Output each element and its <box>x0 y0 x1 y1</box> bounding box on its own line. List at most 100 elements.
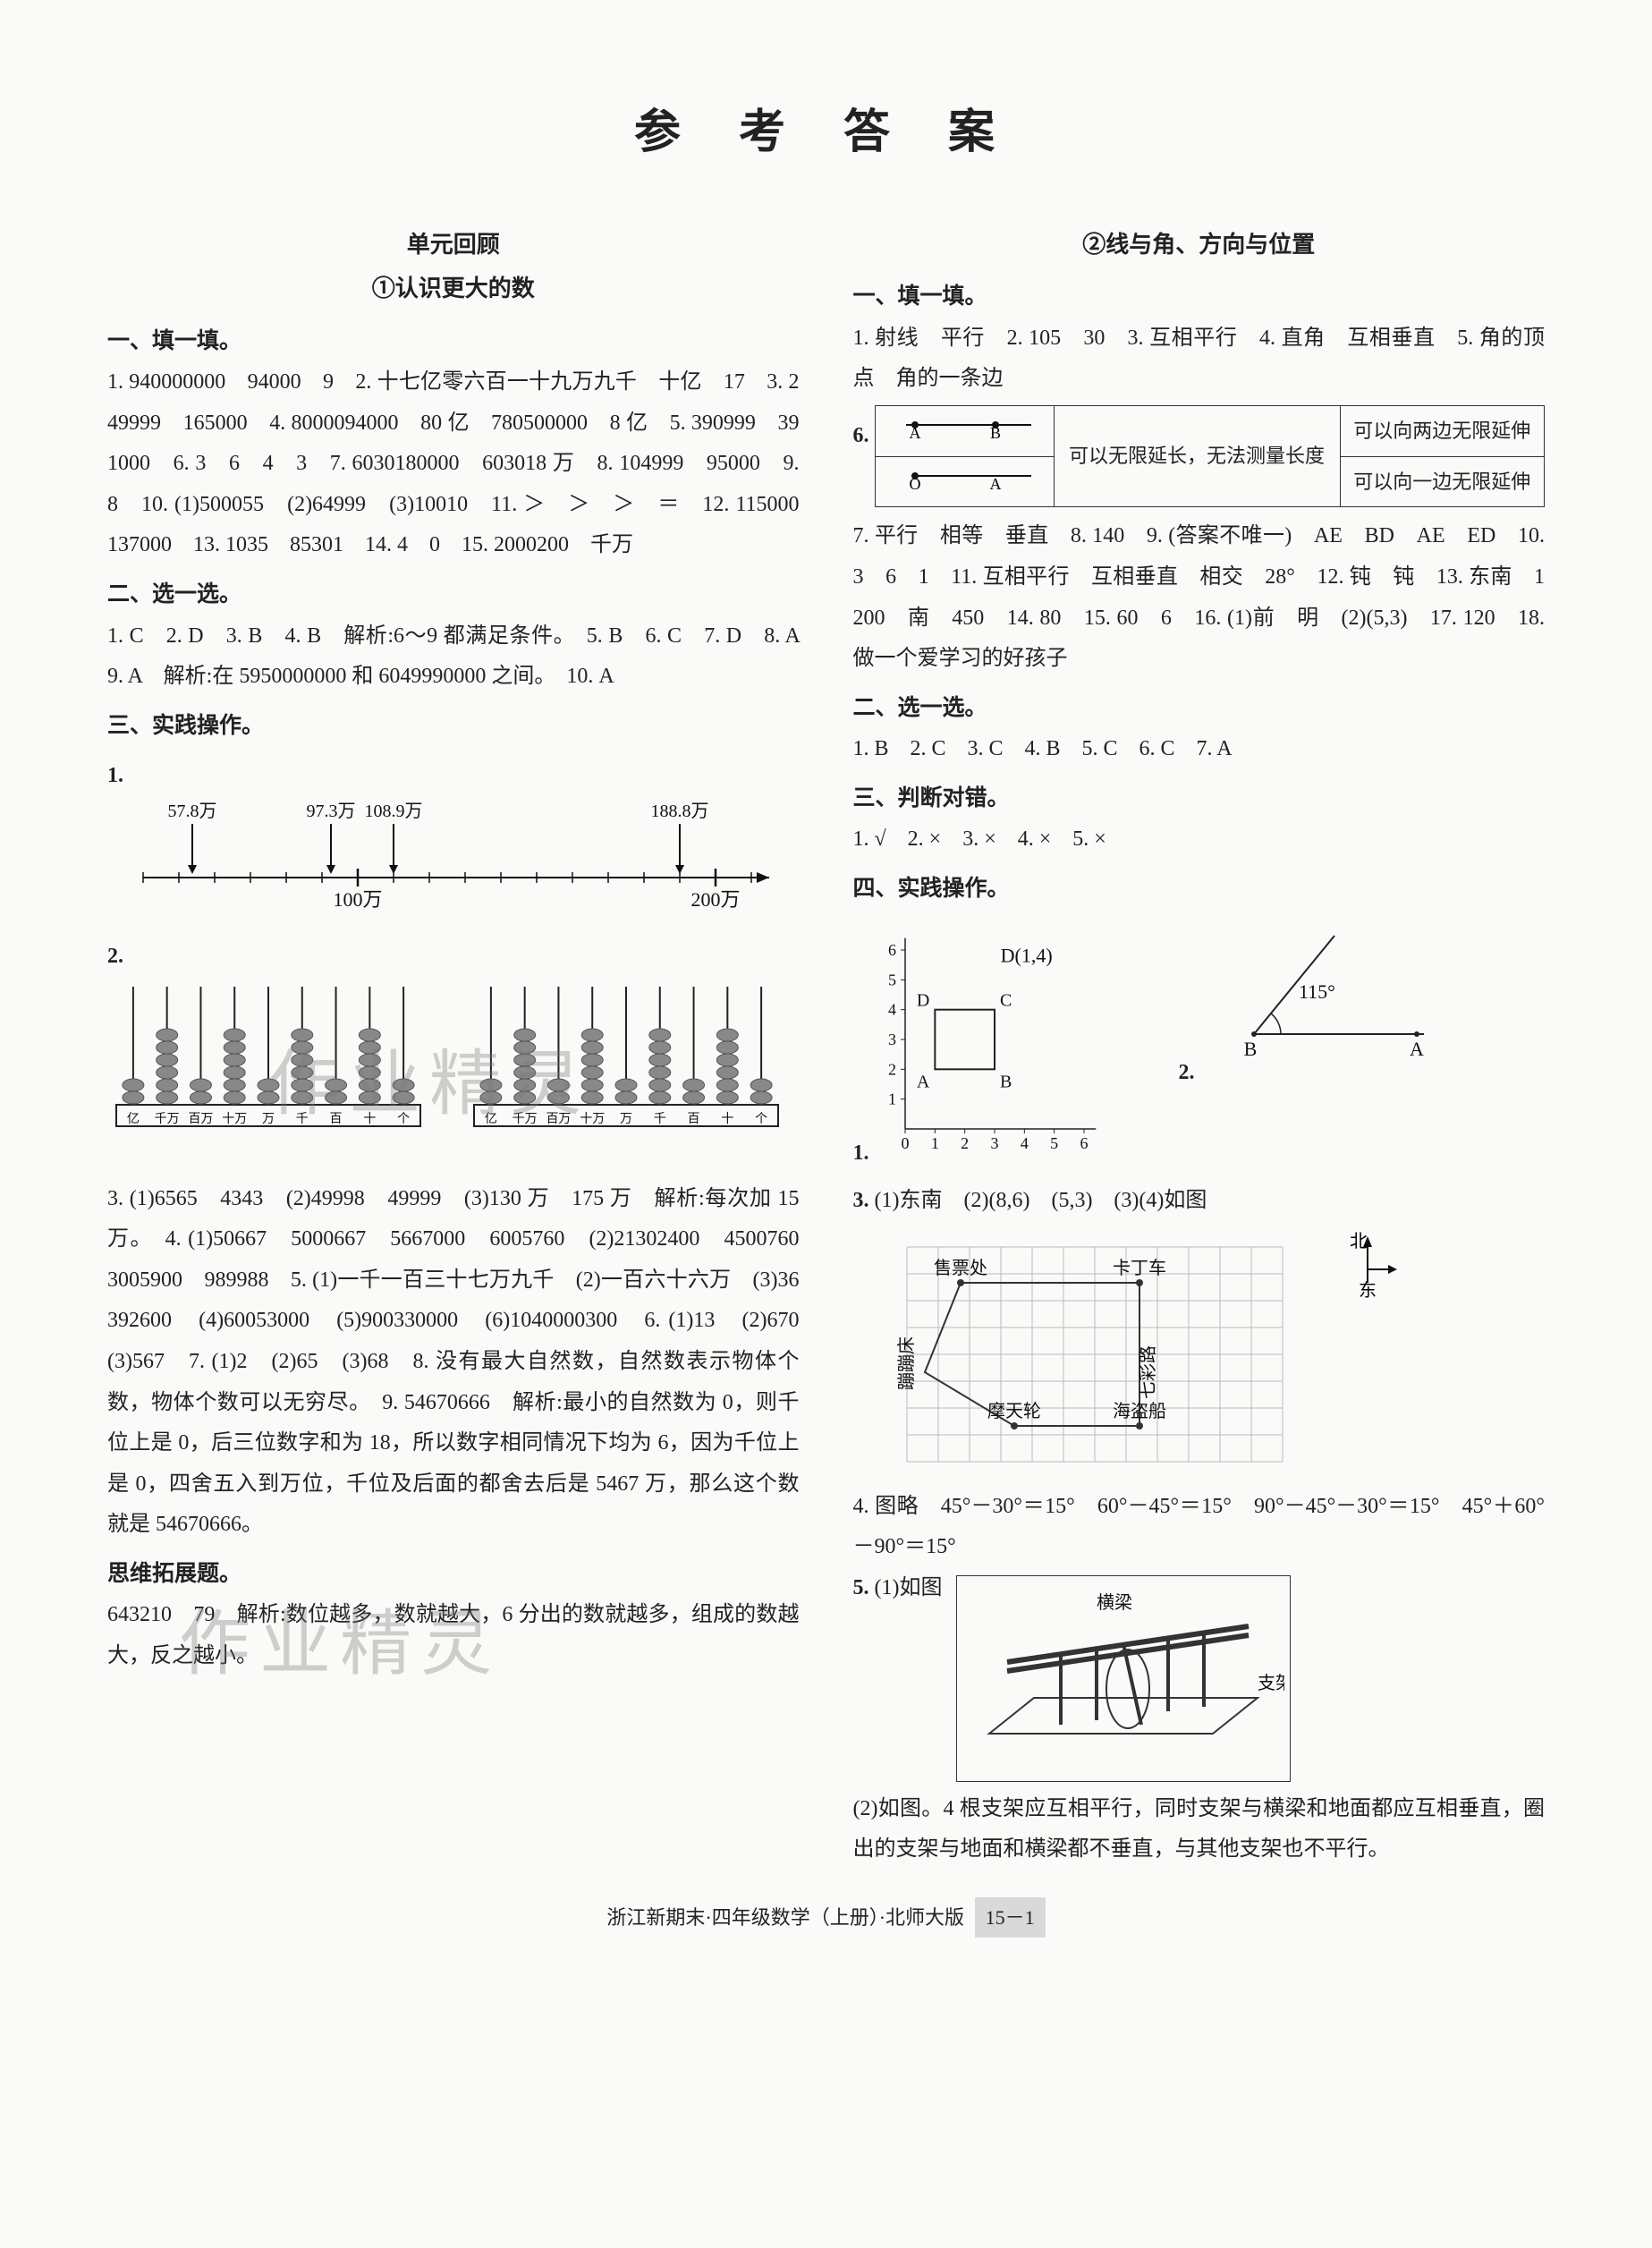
svg-text:售票处: 售票处 <box>934 1258 987 1278</box>
q6-r1-right: 可以向两边无限延伸 <box>1340 405 1544 456</box>
svg-text:北: 北 <box>1350 1231 1368 1251</box>
svg-text:188.8万: 188.8万 <box>651 802 709 821</box>
right-q4-body: 4. 图略 45°－30°＝15° 60°－45°＝15° 90°－45°－30… <box>853 1487 1546 1568</box>
angle-svg: 115° B A <box>1200 918 1433 1079</box>
svg-text:东: 东 <box>1359 1280 1377 1301</box>
svg-text:横梁: 横梁 <box>1097 1592 1132 1613</box>
svg-text:千: 千 <box>654 1112 666 1126</box>
svg-text:57.8万: 57.8万 <box>168 802 217 821</box>
right-q3-line: 3. (1)东南 (2)(8,6) (5,3) (3)(4)如图 <box>853 1181 1546 1222</box>
svg-text:个: 个 <box>397 1112 410 1126</box>
svg-text:B: B <box>1243 1038 1257 1060</box>
svg-text:A: A <box>916 1072 929 1091</box>
left-sect1-body: 1. 940000000 94000 9 2. 十七亿零六百一十九万九千 十亿 … <box>107 362 800 566</box>
q6-table: A B 可以无限延长，无法测量长度 可以向两边无限延伸 O A <box>875 405 1546 508</box>
svg-text:B: B <box>1000 1072 1012 1091</box>
q6-label: 6. <box>853 400 875 457</box>
svg-text:万: 万 <box>262 1113 275 1126</box>
right-sect2-title: 二、选一选。 <box>853 687 1546 730</box>
svg-text:亿: 亿 <box>127 1112 140 1126</box>
svg-text:百: 百 <box>330 1112 343 1126</box>
angle-figure: 2. 115° B A <box>1179 918 1433 1094</box>
svg-text:千: 千 <box>296 1112 309 1126</box>
svg-text:支架: 支架 <box>1258 1673 1284 1693</box>
svg-text:十: 十 <box>363 1112 376 1126</box>
svg-text:200万: 200万 <box>690 888 740 911</box>
left-sect3-body: 3. (1)6565 4343 (2)49998 49999 (3)130 万 … <box>107 1179 800 1546</box>
right-q3-label: 3. <box>853 1189 869 1212</box>
svg-text:个: 个 <box>755 1112 767 1126</box>
svg-text:0: 0 <box>901 1134 909 1152</box>
svg-text:2: 2 <box>961 1134 969 1152</box>
svg-text:D(1,4): D(1,4) <box>1000 944 1052 966</box>
right-column: ②线与角、方向与位置 一、填一填。 1. 射线 平行 2. 105 30 3. … <box>853 223 1546 1871</box>
svg-text:1: 1 <box>888 1090 896 1107</box>
footer-text: 浙江新期末·四年级数学（上册）·北师大版 <box>606 1906 964 1929</box>
svg-text:1: 1 <box>930 1134 938 1152</box>
left-sect4-body: 643210 79 解析:数位越多，数就越大，6 分出的数就越多，组成的数越大，… <box>107 1603 800 1667</box>
svg-text:4: 4 <box>888 1000 896 1018</box>
svg-text:100万: 100万 <box>333 888 382 911</box>
right-sect4-title: 四、实践操作。 <box>853 868 1546 911</box>
q5-row: 5. (1)如图 横梁支架 <box>853 1568 1546 1789</box>
segment-AB-cell: A B <box>875 405 1054 456</box>
svg-text:七彩路: 七彩路 <box>1138 1345 1158 1399</box>
left-sect1-title: 一、填一填。 <box>107 320 800 363</box>
left-sect2-body: 1. C 2. D 3. B 4. B 解析:6～9 都满足条件。 5. B 6… <box>107 616 800 698</box>
right-sect3-title: 三、判断对错。 <box>853 777 1546 820</box>
svg-text:十: 十 <box>721 1112 733 1126</box>
right-q2-label: 2. <box>1179 1061 1195 1084</box>
svg-text:十万: 十万 <box>580 1112 605 1126</box>
abacus-figure: 2. 亿千万百万十万万千百十个亿千万百万十万万千百十个 作业精灵 <box>107 937 800 1171</box>
svg-text:A: A <box>1410 1038 1424 1060</box>
svg-text:115°: 115° <box>1299 980 1335 1003</box>
svg-text:卡丁车: 卡丁车 <box>1113 1258 1166 1278</box>
svg-text:5: 5 <box>888 971 896 988</box>
svg-text:百万: 百万 <box>546 1112 571 1126</box>
left-sub-header: ①认识更大的数 <box>107 267 800 310</box>
svg-text:4: 4 <box>1020 1134 1028 1152</box>
right-sub-header: ②线与角、方向与位置 <box>853 223 1546 267</box>
svg-text:D: D <box>916 990 928 1010</box>
svg-text:O: O <box>910 475 921 489</box>
number-line-figure: 1. 100万 200万 57.8万 97.3万 108.9万 188.8万 <box>107 756 800 928</box>
svg-text:6: 6 <box>1080 1134 1088 1152</box>
svg-text:5: 5 <box>1050 1134 1058 1152</box>
map-svg: 售票处卡丁车摩天轮海盗船蹦蹦床七彩路 <box>853 1229 1318 1480</box>
abacus-svg: 亿千万百万十万万千百十个亿千万百万十万万千百十个 <box>107 978 787 1157</box>
page-footer: 浙江新期末·四年级数学（上册）·北师大版 15－1 <box>107 1897 1545 1938</box>
svg-text:C: C <box>1000 990 1012 1010</box>
unit-header: 单元回顾 <box>107 223 800 267</box>
right-q5-body1: (1)如图 <box>875 1576 943 1599</box>
svg-text:3: 3 <box>990 1134 998 1152</box>
right-q3-body: (1)东南 (2)(8,6) (5,3) (3)(4)如图 <box>875 1189 1207 1212</box>
seesaw-figure: 横梁支架 <box>956 1575 1291 1782</box>
svg-text:B: B <box>990 424 1001 438</box>
svg-text:A: A <box>910 424 921 438</box>
footer-page-box: 15－1 <box>975 1897 1046 1938</box>
right-sect1-title: 一、填一填。 <box>853 276 1546 318</box>
right-q5-body2: (2)如图。4 根支架应互相平行，同时支架与横梁和地面都应互相垂直，圈出的支架与… <box>853 1789 1546 1871</box>
compass-icon: 东 北 <box>1336 1229 1399 1301</box>
svg-text:A: A <box>990 475 1002 489</box>
svg-text:3: 3 <box>888 1031 896 1048</box>
left-sect2-title: 二、选一选。 <box>107 573 800 616</box>
q6-mid-cell: 可以无限延长，无法测量长度 <box>1054 405 1340 507</box>
svg-text:千万: 千万 <box>155 1112 180 1126</box>
q1-label: 1. <box>107 764 123 787</box>
ray-OA-icon: O A <box>888 462 1040 489</box>
svg-text:百万: 百万 <box>188 1112 213 1126</box>
q6-r2-right: 可以向一边无限延伸 <box>1340 456 1544 507</box>
main-title: 参 考 答 案 <box>107 89 1545 178</box>
left-sect4-body-wrap: 643210 79 解析:数位越多，数就越大，6 分出的数就越多，组成的数越大，… <box>107 1595 800 1676</box>
svg-text:百: 百 <box>688 1112 700 1126</box>
coord-figure: 1. 0123456123456ABCDD(1,4) <box>853 918 1143 1175</box>
svg-text:十万: 十万 <box>222 1112 247 1126</box>
svg-text:108.9万: 108.9万 <box>365 802 423 821</box>
right-sect1-body2: 7. 平行 相等 垂直 8. 140 9. (答案不唯一) AE BD AE E… <box>853 516 1546 679</box>
svg-text:97.3万: 97.3万 <box>307 802 356 821</box>
q1-q2-row: 1. 0123456123456ABCDD(1,4) 2. 115°BA <box>853 911 1546 1182</box>
right-q1-label: 1. <box>853 1141 869 1165</box>
map-figure: 售票处卡丁车摩天轮海盗船蹦蹦床七彩路 东 北 <box>853 1229 1546 1480</box>
left-column: 单元回顾 ①认识更大的数 一、填一填。 1. 940000000 94000 9… <box>107 223 800 1871</box>
